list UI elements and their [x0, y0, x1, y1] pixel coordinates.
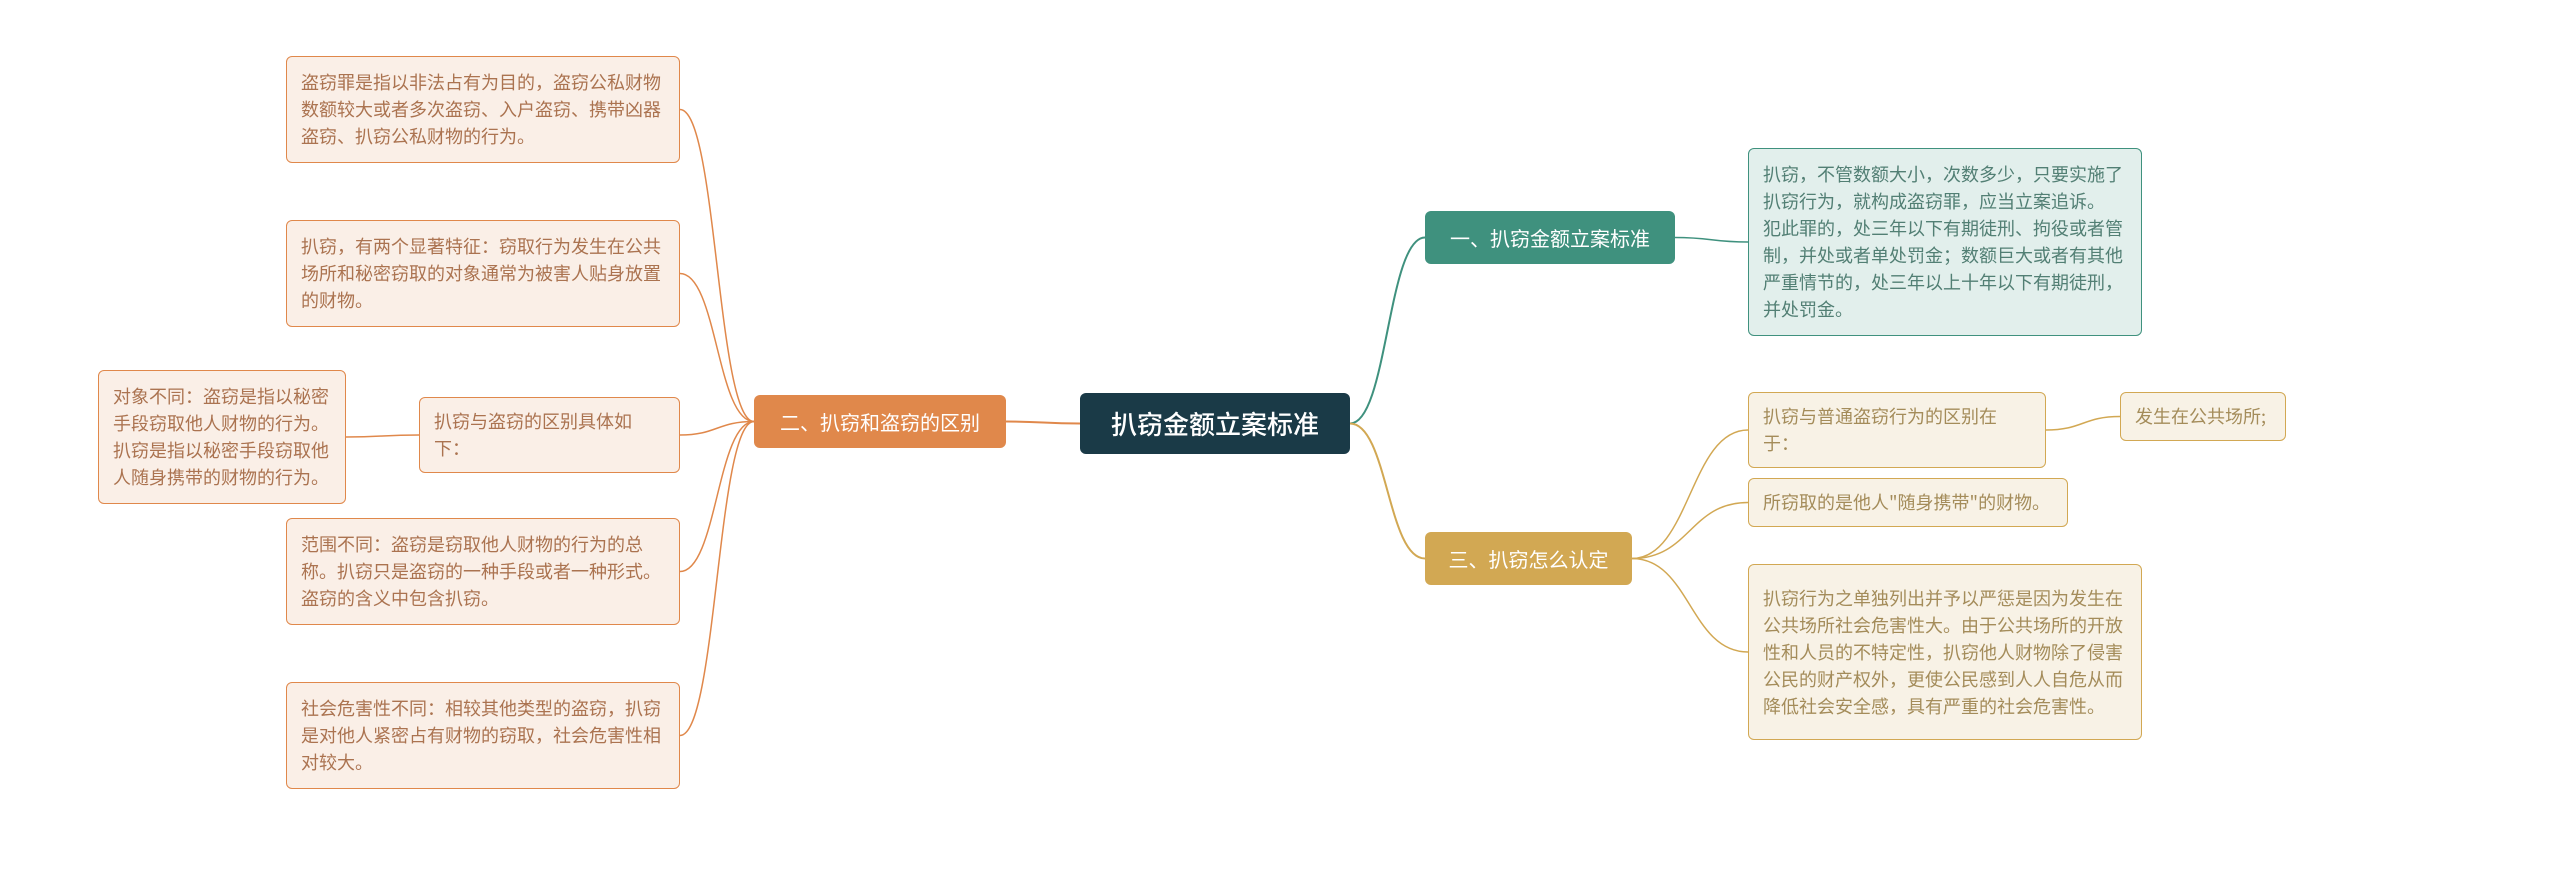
connector [680, 274, 754, 422]
connector [1006, 422, 1080, 424]
leaf-text: 对象不同：盗窃是指以秘密手段窃取他人财物的行为。扒窃是指以秘密手段窃取他人随身携… [113, 383, 331, 491]
connector [680, 110, 754, 422]
leaf-text: 范围不同：盗窃是窃取他人财物的行为的总称。扒窃只是盗窃的一种手段或者一种形式。盗… [301, 531, 665, 612]
branch-3[interactable]: 三、扒窃怎么认定 [1425, 532, 1632, 585]
leaf-text: 盗窃罪是指以非法占有为目的，盗窃公私财物数额较大或者多次盗窃、入户盗窃、携带凶器… [301, 69, 665, 150]
branch-1-label: 一、扒窃金额立案标准 [1443, 223, 1657, 252]
connector [1675, 238, 1748, 243]
leaf-text: 扒窃与盗窃的区别具体如下： [434, 408, 665, 462]
leaf-text: 发生在公共场所; [2135, 403, 2271, 430]
branch-2-leaf-4[interactable]: 范围不同：盗窃是窃取他人财物的行为的总称。扒窃只是盗窃的一种手段或者一种形式。盗… [286, 518, 680, 625]
branch-2-leaf-5[interactable]: 社会危害性不同：相较其他类型的盗窃，扒窃是对他人紧密占有财物的窃取，社会危害性相… [286, 682, 680, 789]
leaf-text: 所窃取的是他人"随身携带"的财物。 [1763, 489, 2053, 516]
connector [1632, 559, 1748, 653]
branch-3-leaf-1[interactable]: 扒窃与普通盗窃行为的区别在于： [1748, 392, 2046, 468]
branch-1[interactable]: 一、扒窃金额立案标准 [1425, 211, 1675, 264]
connector [1632, 503, 1748, 559]
leaf-text: 扒窃行为之单独列出并予以严惩是因为发生在公共场所社会危害性大。由于公共场所的开放… [1763, 585, 2127, 720]
branch-1-leaf-1[interactable]: 扒窃，不管数额大小，次数多少，只要实施了扒窃行为，就构成盗窃罪，应当立案追诉。 … [1748, 148, 2142, 336]
connector [346, 435, 419, 437]
branch-3-leaf-1a[interactable]: 发生在公共场所; [2120, 392, 2286, 441]
leaf-text: 扒窃与普通盗窃行为的区别在于： [1763, 403, 2031, 457]
branch-3-leaf-2[interactable]: 所窃取的是他人"随身携带"的财物。 [1748, 478, 2068, 527]
root-label: 扒窃金额立案标准 [1100, 405, 1330, 442]
branch-2-leaf-2[interactable]: 扒窃，有两个显著特征：窃取行为发生在公共场所和秘密窃取的对象通常为被害人贴身放置… [286, 220, 680, 327]
connector [680, 422, 754, 436]
branch-2-leaf-3a[interactable]: 对象不同：盗窃是指以秘密手段窃取他人财物的行为。扒窃是指以秘密手段窃取他人随身携… [98, 370, 346, 504]
leaf-text: 社会危害性不同：相较其他类型的盗窃，扒窃是对他人紧密占有财物的窃取，社会危害性相… [301, 695, 665, 776]
branch-3-label: 三、扒窃怎么认定 [1443, 544, 1614, 573]
root-node[interactable]: 扒窃金额立案标准 [1080, 393, 1350, 454]
leaf-text: 扒窃，不管数额大小，次数多少，只要实施了扒窃行为，就构成盗窃罪，应当立案追诉。 … [1763, 161, 2127, 323]
branch-3-leaf-3[interactable]: 扒窃行为之单独列出并予以严惩是因为发生在公共场所社会危害性大。由于公共场所的开放… [1748, 564, 2142, 740]
connector [1350, 424, 1425, 559]
connector [2046, 417, 2120, 431]
connector [680, 422, 754, 572]
branch-2-leaf-3[interactable]: 扒窃与盗窃的区别具体如下： [419, 397, 680, 473]
connector [1632, 430, 1748, 559]
leaf-text: 扒窃，有两个显著特征：窃取行为发生在公共场所和秘密窃取的对象通常为被害人贴身放置… [301, 233, 665, 314]
connector [1350, 238, 1425, 424]
connector [680, 422, 754, 736]
branch-2[interactable]: 二、扒窃和盗窃的区别 [754, 395, 1006, 448]
branch-2-label: 二、扒窃和盗窃的区别 [772, 407, 988, 436]
branch-2-leaf-1[interactable]: 盗窃罪是指以非法占有为目的，盗窃公私财物数额较大或者多次盗窃、入户盗窃、携带凶器… [286, 56, 680, 163]
